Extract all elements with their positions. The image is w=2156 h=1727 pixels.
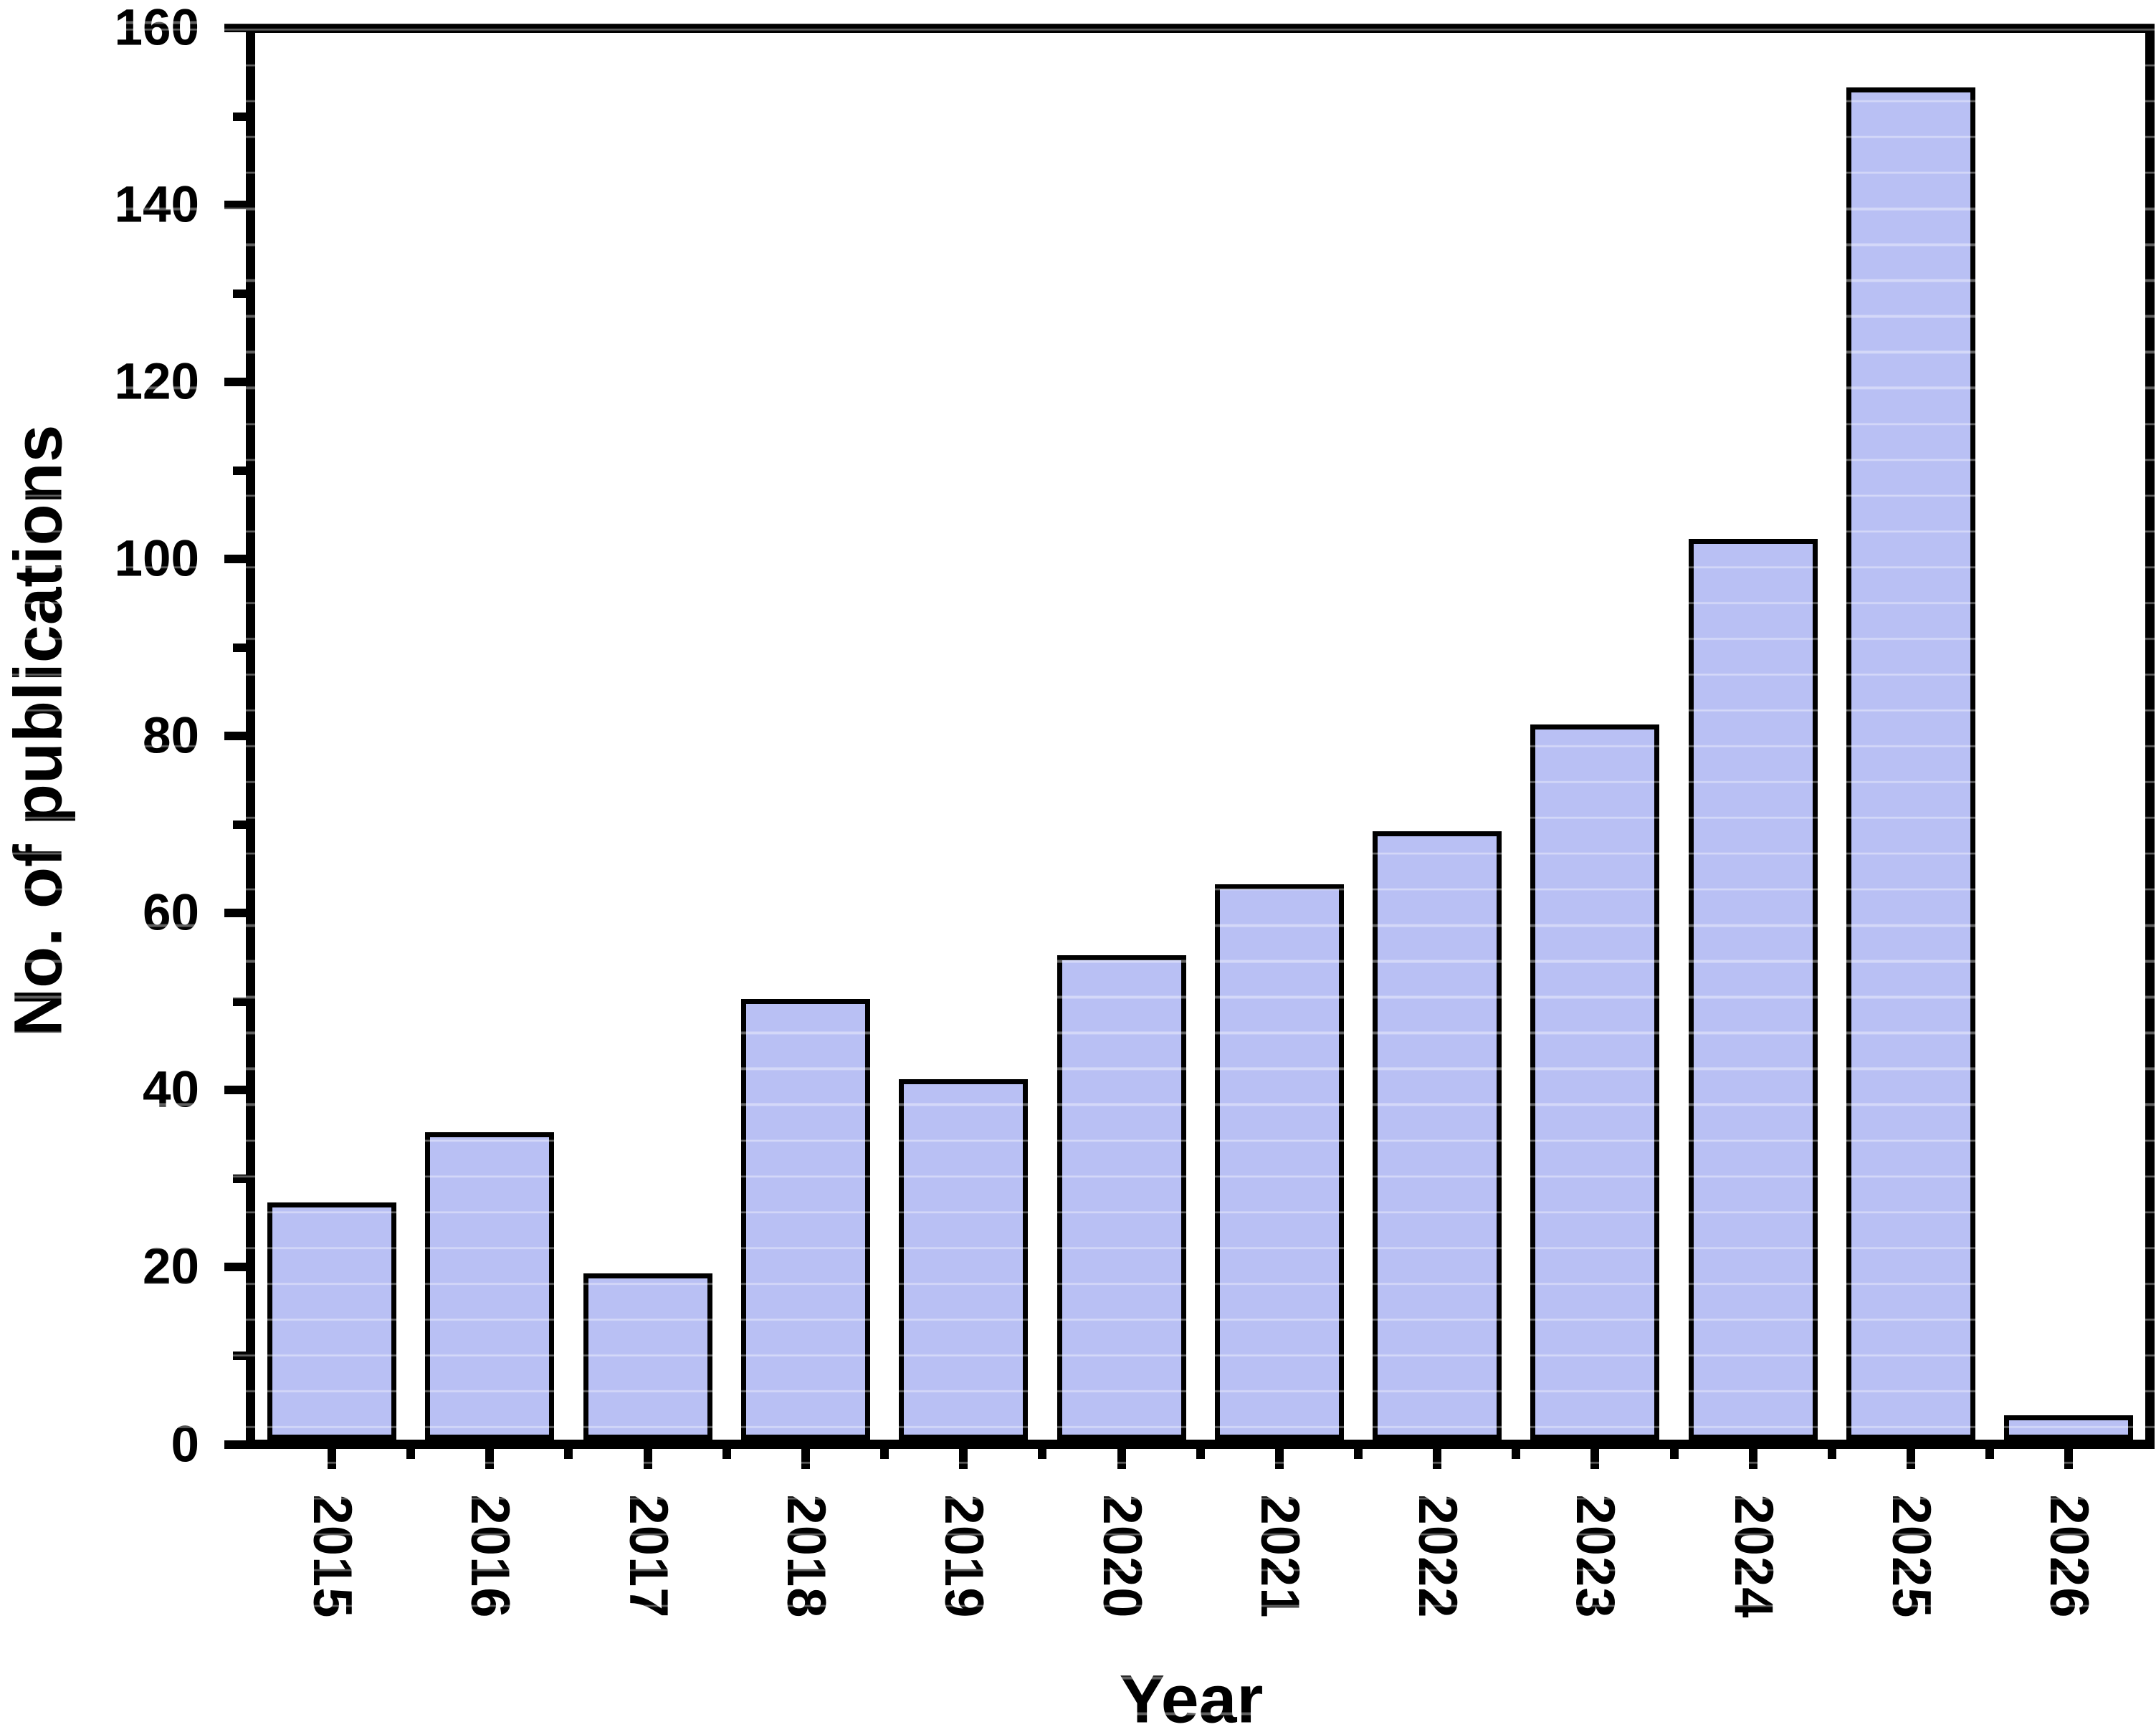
y-minor-tick-150 <box>233 113 246 121</box>
x-minor-tick-7 <box>1512 1449 1520 1459</box>
y-major-tick-0 <box>224 1440 246 1449</box>
y-minor-tick-90 <box>233 644 246 652</box>
y-major-tick-100 <box>224 555 246 563</box>
y-minor-tick-110 <box>233 467 246 475</box>
bar-2022 <box>1373 831 1502 1440</box>
x-minor-tick-6 <box>1354 1449 1363 1459</box>
bar-2023 <box>1530 724 1659 1440</box>
x-minor-tick-1 <box>564 1449 573 1459</box>
x-major-tick-2019 <box>959 1449 968 1469</box>
y-major-tick-60 <box>224 909 246 917</box>
y-tick-label-60: 60 <box>143 884 199 942</box>
x-major-tick-2025 <box>1907 1449 1915 1469</box>
x-tick-label-2024: 2024 <box>1723 1494 1784 1619</box>
bar-2019 <box>899 1079 1028 1440</box>
x-major-tick-2023 <box>1590 1449 1599 1469</box>
y-minor-tick-50 <box>233 998 246 1006</box>
x-minor-tick-2 <box>722 1449 731 1459</box>
y-axis-title: No. of publications <box>0 424 77 1038</box>
x-minor-tick-0 <box>406 1449 415 1459</box>
x-major-tick-2020 <box>1117 1449 1126 1469</box>
x-minor-tick-8 <box>1670 1449 1679 1459</box>
bar-2016 <box>425 1132 554 1440</box>
x-major-tick-2016 <box>485 1449 494 1469</box>
x-major-tick-2022 <box>1433 1449 1441 1469</box>
y-tick-label-20: 20 <box>143 1238 199 1296</box>
x-tick-label-2016: 2016 <box>459 1494 520 1619</box>
y-minor-tick-130 <box>233 290 246 298</box>
x-major-tick-2015 <box>328 1449 336 1469</box>
y-minor-tick-10 <box>233 1352 246 1360</box>
x-major-tick-2024 <box>1749 1449 1757 1469</box>
x-tick-label-2026: 2026 <box>2038 1494 2099 1619</box>
bar-2021 <box>1215 884 1344 1440</box>
y-tick-label-140: 140 <box>114 176 199 234</box>
x-minor-tick-9 <box>1828 1449 1836 1459</box>
bar-2024 <box>1689 539 1818 1440</box>
x-major-tick-2021 <box>1275 1449 1284 1469</box>
y-major-tick-40 <box>224 1086 246 1094</box>
bar-2020 <box>1057 955 1186 1440</box>
x-minor-tick-3 <box>880 1449 889 1459</box>
x-tick-label-2022: 2022 <box>1407 1494 1468 1619</box>
y-tick-label-100: 100 <box>114 530 199 588</box>
x-tick-label-2025: 2025 <box>1881 1494 1942 1619</box>
plot-area <box>246 24 2155 1449</box>
x-major-tick-2017 <box>644 1449 652 1469</box>
x-tick-label-2021: 2021 <box>1249 1494 1310 1619</box>
x-major-tick-2018 <box>801 1449 810 1469</box>
x-axis-title: Year <box>1119 1661 1264 1727</box>
y-major-tick-20 <box>224 1263 246 1271</box>
y-tick-label-120: 120 <box>114 353 199 411</box>
x-tick-label-2023: 2023 <box>1565 1494 1626 1619</box>
y-tick-label-0: 0 <box>171 1416 200 1473</box>
y-minor-tick-70 <box>233 821 246 829</box>
x-tick-label-2018: 2018 <box>776 1494 836 1619</box>
x-tick-label-2019: 2019 <box>933 1494 994 1619</box>
y-major-tick-160 <box>224 24 246 32</box>
y-tick-label-40: 40 <box>143 1061 199 1119</box>
bar-2017 <box>583 1273 712 1440</box>
bar-2018 <box>741 999 870 1440</box>
bar-2015 <box>267 1202 396 1440</box>
x-minor-tick-10 <box>1985 1449 1994 1459</box>
x-minor-tick-4 <box>1038 1449 1046 1459</box>
bar-2026 <box>2004 1415 2133 1440</box>
x-tick-label-2017: 2017 <box>618 1494 679 1619</box>
x-tick-label-2020: 2020 <box>1092 1494 1153 1619</box>
y-tick-label-160: 160 <box>114 0 199 57</box>
y-major-tick-80 <box>224 732 246 740</box>
x-tick-label-2015: 2015 <box>302 1494 363 1619</box>
x-major-tick-2026 <box>2064 1449 2073 1469</box>
x-minor-tick-5 <box>1196 1449 1205 1459</box>
y-major-tick-120 <box>224 378 246 386</box>
y-major-tick-140 <box>224 201 246 209</box>
bar-2025 <box>1846 87 1975 1440</box>
y-tick-label-80: 80 <box>143 707 199 765</box>
y-minor-tick-30 <box>233 1175 246 1183</box>
